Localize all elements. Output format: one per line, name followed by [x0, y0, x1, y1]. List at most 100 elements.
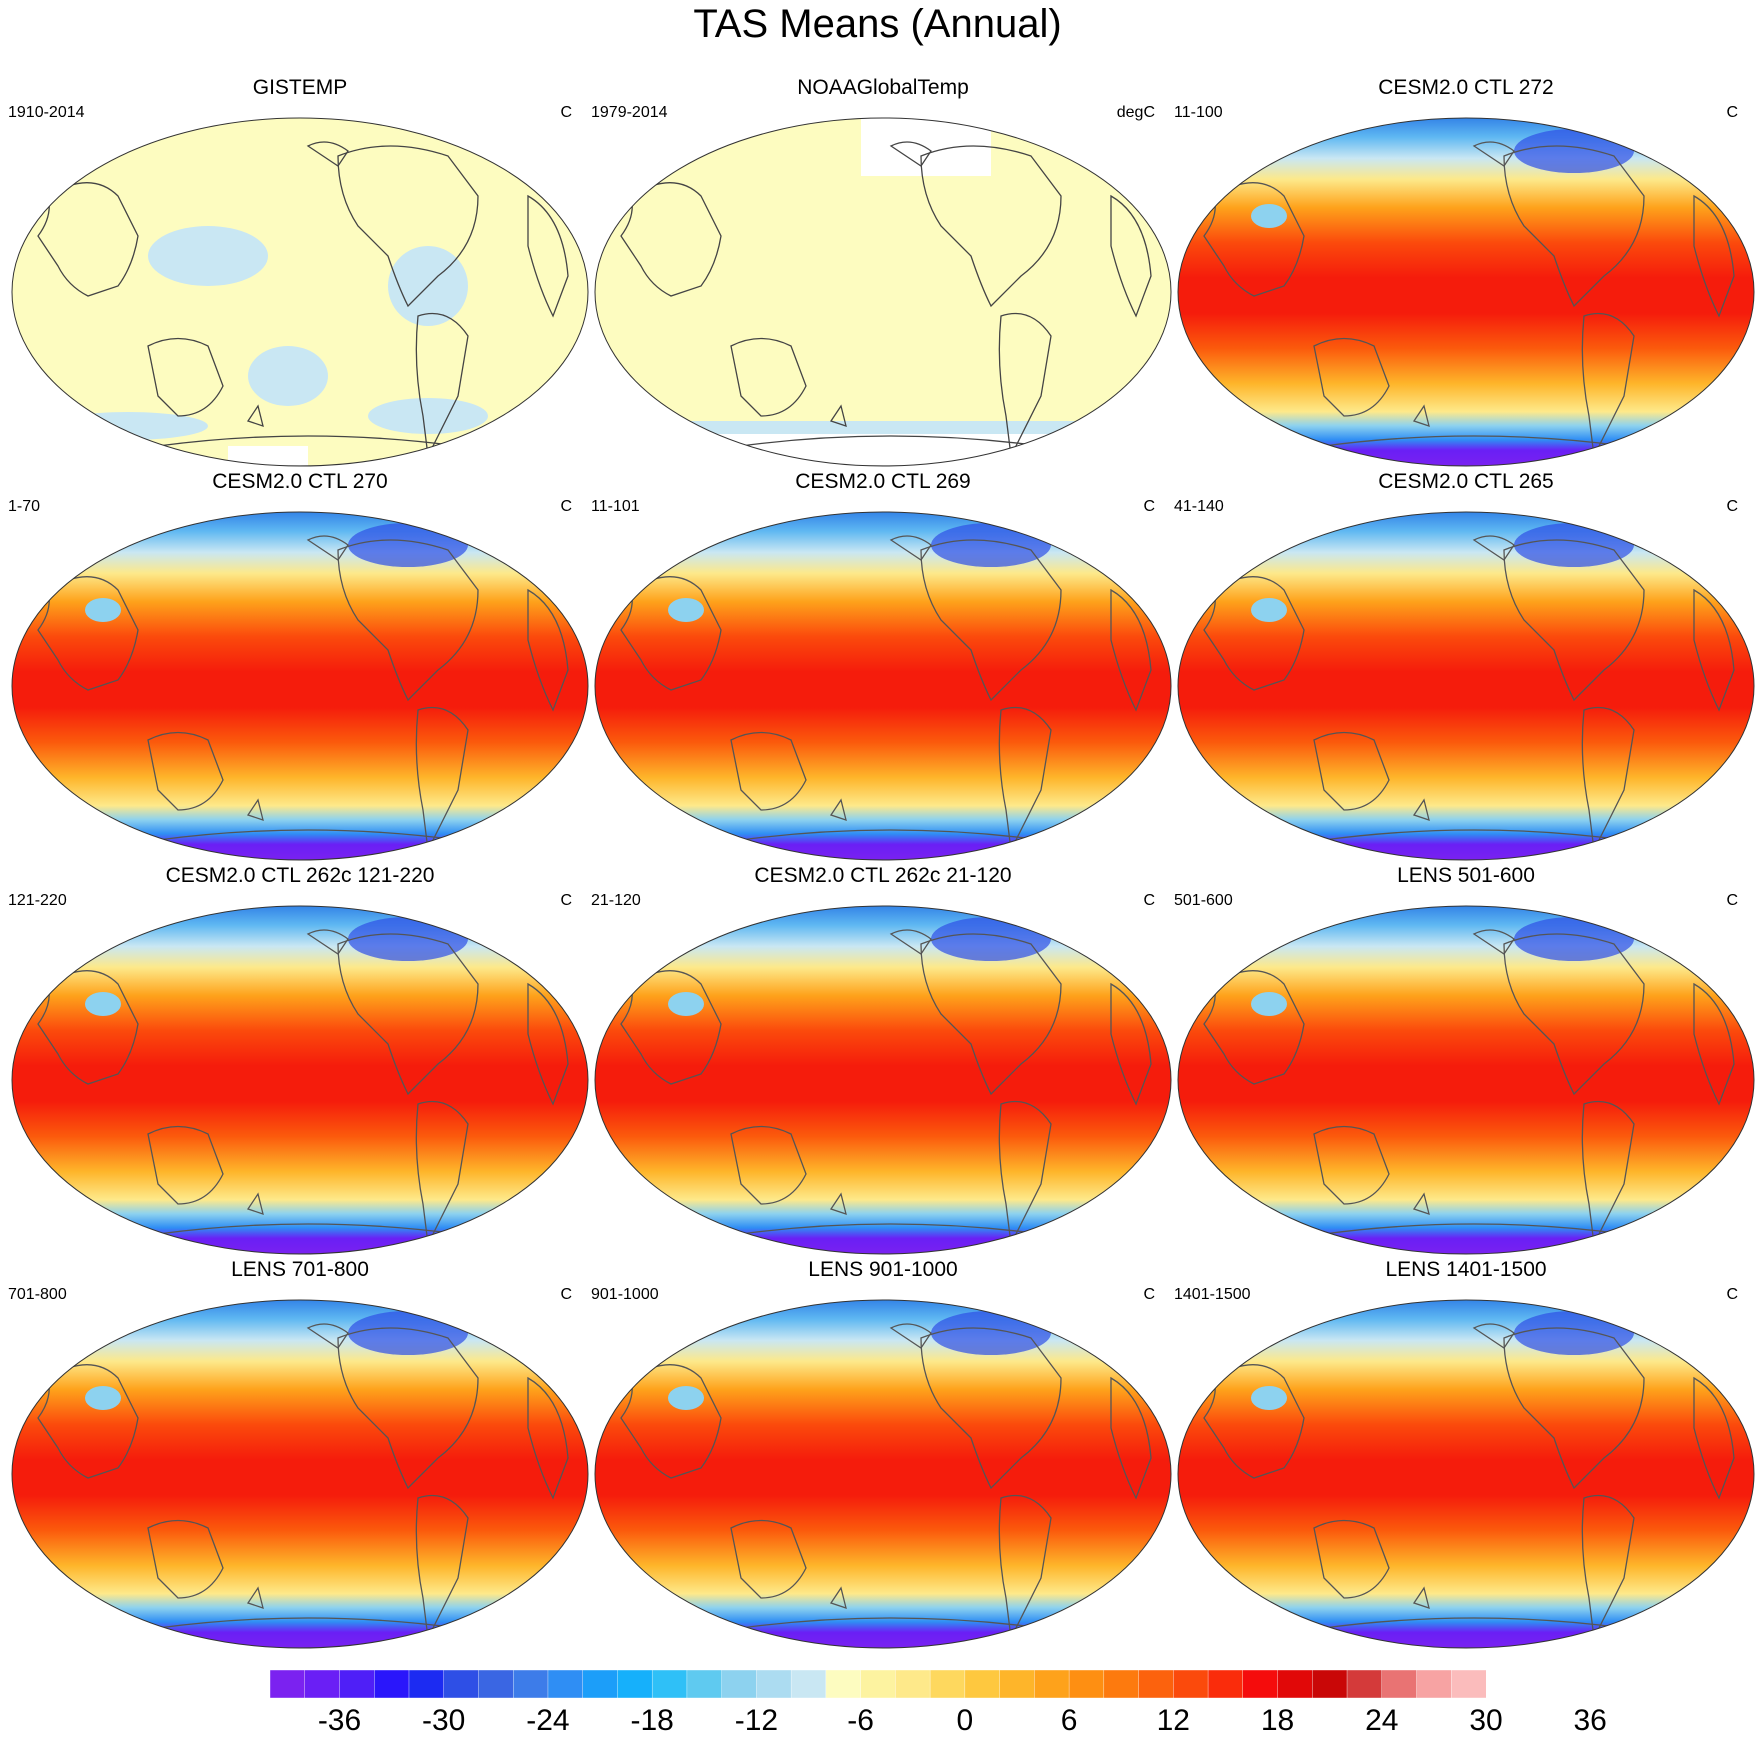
map-boundary	[594, 511, 1172, 861]
plateau-cold-spot	[85, 992, 121, 1016]
colorbar-swatch	[582, 1669, 619, 1699]
arctic-cold-region	[348, 1311, 468, 1355]
panel-units: C	[1726, 1286, 1738, 1303]
panel-units: C	[560, 498, 572, 515]
panel-period: 11-101	[591, 498, 640, 515]
map-panel: CESM2.0 CTL 262c 21-120 21-120 C	[591, 864, 1175, 1260]
panel-units: C	[1726, 498, 1738, 515]
colorbar-swatch	[790, 1669, 827, 1699]
temperature-field	[1178, 512, 1754, 860]
map-panel: LENS 701-800 701-800 C	[8, 1258, 592, 1654]
colorbar-swatch	[269, 1669, 306, 1699]
colorbar-tick-label: 0	[956, 1704, 974, 1737]
figure-title: TAS Means (Annual)	[693, 2, 1062, 46]
colorbar-swatch	[1173, 1669, 1209, 1699]
colorbar	[269, 1669, 1487, 1699]
coastline	[1693, 1376, 1735, 1500]
map-boundary	[1177, 1299, 1755, 1649]
coastline	[415, 1100, 469, 1247]
map-boundary	[1177, 511, 1755, 861]
coastline	[337, 539, 479, 702]
missing-data-region	[595, 434, 1171, 466]
arctic-cold-region	[931, 917, 1051, 961]
panel-units: C	[1726, 104, 1738, 121]
plateau-cold-spot	[85, 1386, 121, 1410]
arctic-cold-region	[1514, 129, 1634, 173]
coastline	[829, 1192, 847, 1215]
panel-units: C	[560, 1286, 572, 1303]
coastline	[889, 929, 932, 955]
colorbar-swatch	[1416, 1669, 1452, 1699]
coastline	[306, 141, 349, 167]
colorbar-swatch	[964, 1669, 1001, 1699]
coastline	[246, 1192, 264, 1215]
temperature-field	[1178, 1300, 1754, 1648]
plateau-cold-spot	[1251, 1386, 1287, 1410]
colorbar-tick-label: 18	[1260, 1704, 1295, 1737]
coastline	[1693, 982, 1735, 1106]
coastline	[730, 731, 807, 811]
map-svg	[1177, 1299, 1755, 1649]
colorbar-swatch	[443, 1669, 480, 1699]
arctic-cold-region	[1514, 523, 1634, 567]
coastline	[920, 1327, 1062, 1490]
coastline	[829, 1586, 847, 1609]
coastline	[730, 337, 807, 417]
coastline	[1581, 312, 1635, 459]
colorbar-swatch	[1068, 1669, 1105, 1699]
coastline	[730, 1519, 807, 1599]
coastline	[920, 933, 1062, 1096]
panel-period: 1-70	[8, 498, 41, 515]
colorbar-swatch	[1346, 1669, 1383, 1699]
coastline	[1693, 588, 1735, 712]
coastline	[1472, 929, 1515, 955]
coastline	[1110, 1376, 1152, 1500]
panel-title: GISTEMP	[252, 76, 348, 99]
coastline	[1581, 1494, 1635, 1641]
colorbar-swatch	[374, 1669, 410, 1699]
coastline	[147, 1125, 224, 1205]
panel-title: CESM2.0 CTL 262c 121-220	[165, 864, 435, 887]
temperature-field	[1178, 118, 1754, 466]
coastline	[998, 706, 1052, 853]
coastline	[1412, 1586, 1430, 1609]
coastline	[730, 1125, 807, 1205]
map-panel: GISTEMP 1910-2014 C	[8, 76, 592, 472]
coastline	[527, 982, 569, 1106]
arctic-cold-region	[1514, 917, 1634, 961]
map-boundary	[11, 117, 589, 467]
coastline	[147, 731, 224, 811]
coastline	[829, 404, 847, 427]
colorbar-swatch	[1103, 1669, 1140, 1699]
panel-title: CESM2.0 CTL 270	[212, 470, 388, 493]
coastline	[415, 312, 469, 459]
temperature-field	[595, 906, 1171, 1254]
coastline	[1412, 404, 1430, 427]
coastline	[1412, 1192, 1430, 1215]
map-svg	[594, 117, 1172, 467]
coastline	[306, 929, 349, 955]
arctic-cold-region	[1514, 1311, 1634, 1355]
colorbar-swatch	[1207, 1669, 1244, 1699]
arctic-cold-region	[931, 523, 1051, 567]
coastline	[889, 1323, 932, 1349]
coastline	[246, 404, 264, 427]
colorbar-svg	[269, 1669, 1487, 1699]
coastline	[920, 539, 1062, 702]
colorbar-swatch	[304, 1669, 341, 1699]
panel-period: 1979-2014	[591, 104, 668, 121]
colorbar-swatch	[1381, 1669, 1418, 1699]
colorbar-swatch	[1034, 1669, 1070, 1699]
coastline	[1581, 706, 1635, 853]
coastline	[337, 1327, 479, 1490]
map-panel: CESM2.0 CTL 269 11-101 C	[591, 470, 1175, 866]
map-panel: CESM2.0 CTL 270 1-70 C	[8, 470, 592, 866]
map-panel: CESM2.0 CTL 262c 121-220 121-220 C	[8, 864, 592, 1260]
coastline	[998, 1100, 1052, 1247]
colorbar-tick-label: -6	[847, 1704, 874, 1737]
coastline	[246, 1586, 264, 1609]
colorbar-tick-label: 12	[1156, 1704, 1190, 1737]
colorbar-tick-label: 6	[1060, 1704, 1078, 1737]
colorbar-swatch	[1277, 1669, 1313, 1699]
panel-title: CESM2.0 CTL 262c 21-120	[754, 864, 1012, 887]
